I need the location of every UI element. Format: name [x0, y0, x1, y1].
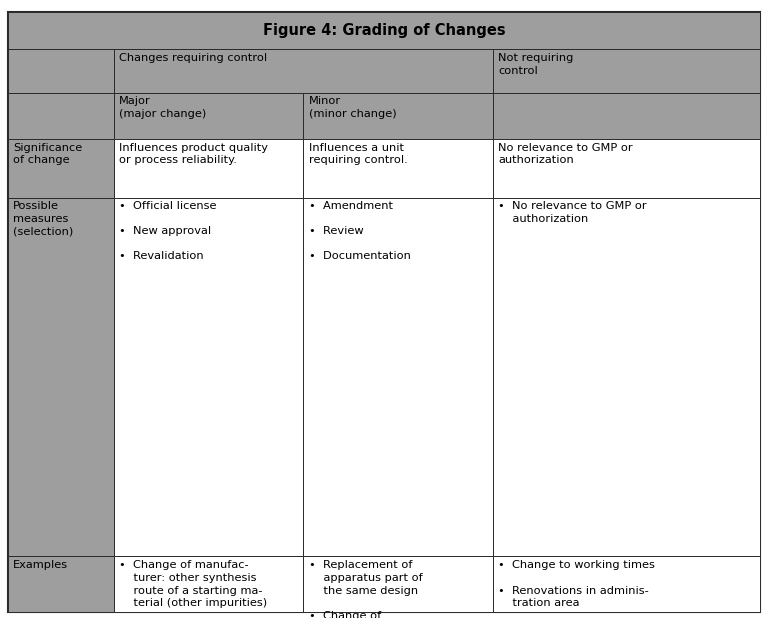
- Bar: [114, 49, 493, 93]
- Text: Changes requiring control: Changes requiring control: [119, 53, 267, 63]
- Text: •  Change of manufac-
    turer: other synthesis
    route of a starting ma-
   : • Change of manufac- turer: other synthe…: [119, 560, 267, 618]
- Text: Examples: Examples: [13, 560, 68, 570]
- Text: Influences a unit
requiring control.: Influences a unit requiring control.: [309, 143, 408, 165]
- Bar: [8, 49, 114, 93]
- Bar: [8, 556, 114, 612]
- Bar: [303, 139, 493, 198]
- Text: •  Replacement of
    apparatus part of
    the same design

•  Change of
    cl: • Replacement of apparatus part of the s…: [309, 560, 426, 618]
- Bar: [8, 139, 114, 198]
- Bar: [303, 93, 493, 139]
- Text: •  No relevance to GMP or
    authorization: • No relevance to GMP or authorization: [498, 201, 647, 224]
- Bar: [114, 139, 303, 198]
- Text: Not requiring
control: Not requiring control: [498, 53, 574, 75]
- Bar: [493, 139, 760, 198]
- Bar: [493, 198, 760, 556]
- Bar: [114, 556, 303, 612]
- Bar: [114, 93, 303, 139]
- Text: Significance
of change: Significance of change: [13, 143, 82, 165]
- Text: No relevance to GMP or
authorization: No relevance to GMP or authorization: [498, 143, 633, 165]
- Bar: [8, 198, 114, 556]
- Bar: [114, 198, 303, 556]
- Bar: [493, 49, 760, 93]
- Text: Possible
measures
(selection): Possible measures (selection): [13, 201, 73, 236]
- Text: Major
(major change): Major (major change): [119, 96, 207, 119]
- Text: Influences product quality
or process reliability.: Influences product quality or process re…: [119, 143, 268, 165]
- Text: Figure 4: Grading of Changes: Figure 4: Grading of Changes: [263, 23, 505, 38]
- Bar: [493, 93, 760, 139]
- Bar: [8, 93, 114, 139]
- Text: •  Official license

•  New approval

•  Revalidation: • Official license • New approval • Reva…: [119, 201, 217, 261]
- Text: •  Change to working times

•  Renovations in adminis-
    tration area

•  Inst: • Change to working times • Renovations …: [498, 560, 655, 618]
- Text: •  Amendment

•  Review

•  Documentation: • Amendment • Review • Documentation: [309, 201, 411, 261]
- Bar: [493, 556, 760, 612]
- Bar: [8, 12, 760, 49]
- Bar: [303, 556, 493, 612]
- Bar: [303, 198, 493, 556]
- Text: Minor
(minor change): Minor (minor change): [309, 96, 396, 119]
